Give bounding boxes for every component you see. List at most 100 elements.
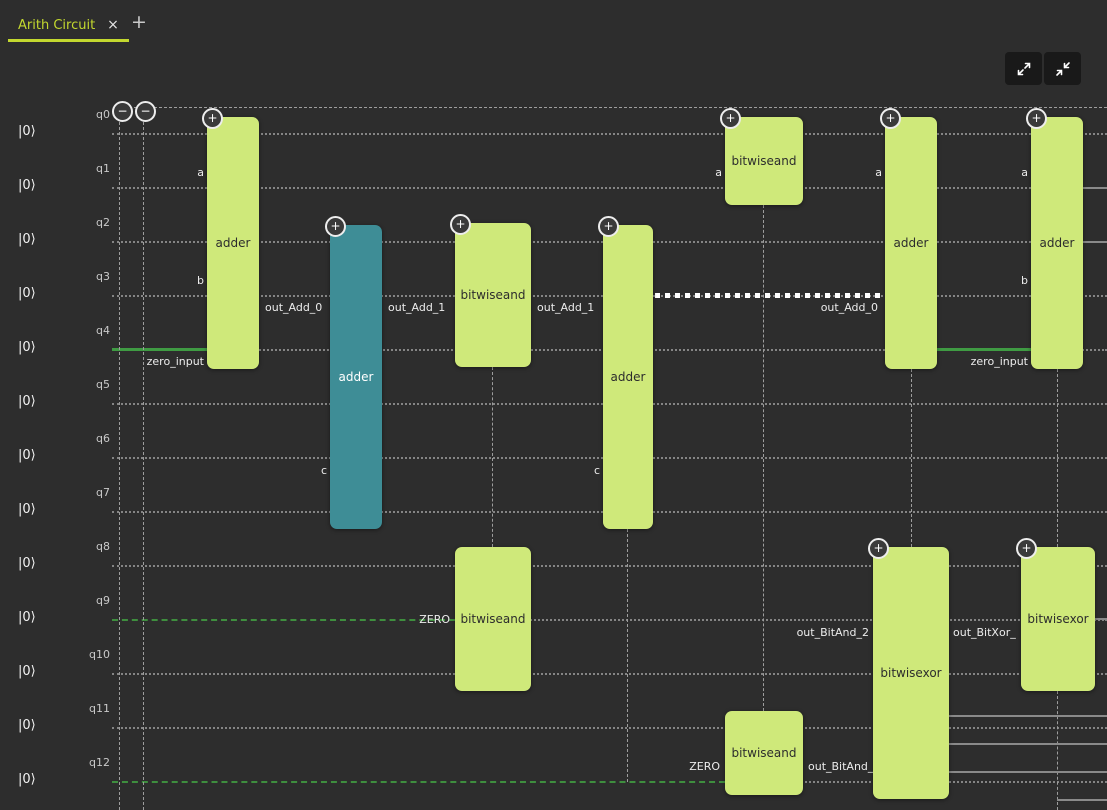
wire-name: q8	[96, 540, 110, 553]
gate-label: adder	[893, 236, 929, 250]
wire-name: q12	[89, 756, 110, 769]
wire-name: q2	[96, 216, 110, 229]
output-stub	[949, 743, 1107, 745]
expand-gate-badge[interactable]: +	[202, 108, 223, 129]
gate-label: adder	[215, 236, 251, 250]
expand-gate-badge[interactable]: +	[1026, 108, 1047, 129]
gate-label: bitwisexor	[880, 666, 942, 680]
wire-name: q11	[89, 702, 110, 715]
collapse-gate-badge[interactable]: −	[135, 101, 156, 122]
wire-label-out-add-1: out_Add_1	[537, 301, 595, 314]
expand-gate-badge[interactable]: +	[325, 216, 346, 237]
zero-wire-solid	[112, 348, 208, 351]
gate-adder-1[interactable]: adder	[207, 117, 259, 369]
group-outline-left	[119, 107, 120, 810]
wire-name: q9	[96, 594, 110, 607]
gate-label: adder	[338, 370, 374, 384]
wire-name: q5	[96, 378, 110, 391]
gate-bitwiseand-2[interactable]: bitwiseand	[725, 117, 803, 205]
wire-name: q4	[96, 324, 110, 337]
output-stub	[1057, 799, 1107, 801]
expand-gate-badge[interactable]: +	[1016, 538, 1037, 559]
wire-label-out-bitxor: out_BitXor_	[953, 626, 1016, 639]
wire-label-zero: ZERO	[419, 613, 450, 626]
gate-connector	[627, 529, 628, 782]
expand-gate-badge[interactable]: +	[868, 538, 889, 559]
wire-label-zero: ZERO	[689, 760, 720, 773]
wire-name: q3	[96, 270, 110, 283]
gate-adder-5[interactable]: adder	[1031, 117, 1083, 369]
tab-label: Arith Circuit	[18, 17, 96, 33]
port-label-b: b	[1021, 274, 1028, 287]
wire-name: q6	[96, 432, 110, 445]
gate-label: bitwiseand	[460, 288, 526, 302]
gate-bitwiseand-3[interactable]: bitwiseand	[455, 547, 531, 691]
group-outline-left	[143, 107, 144, 810]
wire-name: q0	[96, 108, 110, 121]
qubit-wire	[112, 133, 1107, 135]
port-label-zero-input: zero_input	[146, 355, 204, 368]
gate-connector	[763, 205, 764, 711]
port-label-c: c	[320, 464, 327, 477]
zero-wire-dashed	[112, 619, 455, 621]
output-stub	[1083, 241, 1107, 243]
port-label-b: b	[197, 274, 204, 287]
port-label-a: a	[715, 166, 722, 179]
qubit-wire	[455, 619, 1107, 621]
output-stub	[1083, 187, 1107, 189]
expand-gate-badge[interactable]: +	[720, 108, 741, 129]
qubit-wire	[112, 673, 1107, 675]
qubit-ket: |0⟩	[18, 448, 36, 463]
qubit-wire	[112, 187, 1107, 189]
gate-adder-3[interactable]: adder	[603, 225, 653, 529]
gate-bitwiseand-1[interactable]: bitwiseand	[455, 223, 531, 367]
gate-connector	[492, 367, 493, 547]
qubit-ket: |0⟩	[18, 718, 36, 733]
wire-label-out-add-0: out_Add_0	[265, 301, 323, 314]
new-tab-button[interactable]: +	[131, 11, 147, 33]
wire-label-out-add-0: out_Add_0	[820, 301, 878, 314]
tab-arith-circuit[interactable]: Arith Circuit ×	[8, 8, 129, 42]
gate-bitwisexor-1[interactable]: bitwisexor	[873, 547, 949, 799]
qubit-ket: |0⟩	[18, 232, 36, 247]
collapse-arrows-icon	[1055, 61, 1070, 76]
gate-connector	[911, 369, 912, 547]
group-outline-top	[119, 107, 1107, 108]
wire-label-out-bitand-2: out_BitAnd_2	[796, 626, 869, 639]
expand-gate-badge[interactable]: +	[598, 216, 619, 237]
qubit-ket: |0⟩	[18, 340, 36, 355]
expand-gate-badge[interactable]: +	[450, 214, 471, 235]
gate-label: bitwiseand	[460, 612, 526, 626]
zero-wire-solid	[936, 348, 1032, 351]
expand-view-button[interactable]	[1005, 52, 1042, 85]
qubit-ket: |0⟩	[18, 772, 36, 787]
output-stub	[949, 715, 1107, 717]
gate-label: bitwiseand	[731, 154, 797, 168]
gate-label: bitwisexor	[1027, 612, 1089, 626]
qubit-ket: |0⟩	[18, 394, 36, 409]
qubit-ket: |0⟩	[18, 556, 36, 571]
gate-adder-4[interactable]: adder	[885, 117, 937, 369]
collapse-gate-badge[interactable]: −	[112, 101, 133, 122]
wire-label-out-add-1: out_Add_1	[388, 301, 446, 314]
port-label-c: c	[593, 464, 600, 477]
collapse-view-button[interactable]	[1044, 52, 1081, 85]
wire-name: q10	[89, 648, 110, 661]
view-controls	[1005, 52, 1081, 85]
qubit-ket: |0⟩	[18, 502, 36, 517]
gate-bitwisexor-2[interactable]: bitwisexor	[1021, 547, 1095, 691]
qubit-wire	[207, 349, 937, 351]
gate-connector	[1057, 691, 1058, 810]
close-tab-icon[interactable]: ×	[107, 17, 119, 33]
gate-adder-2[interactable]: adder	[330, 225, 382, 529]
wire-label-out-bitand: out_BitAnd_	[808, 760, 874, 773]
gate-bitwiseand-4[interactable]: bitwiseand	[725, 711, 803, 795]
output-stub	[1095, 618, 1107, 620]
qubit-ket: |0⟩	[18, 124, 36, 139]
gate-connector	[1057, 369, 1058, 547]
expand-gate-badge[interactable]: +	[880, 108, 901, 129]
port-label-a: a	[1021, 166, 1028, 179]
qubit-ket: |0⟩	[18, 178, 36, 193]
